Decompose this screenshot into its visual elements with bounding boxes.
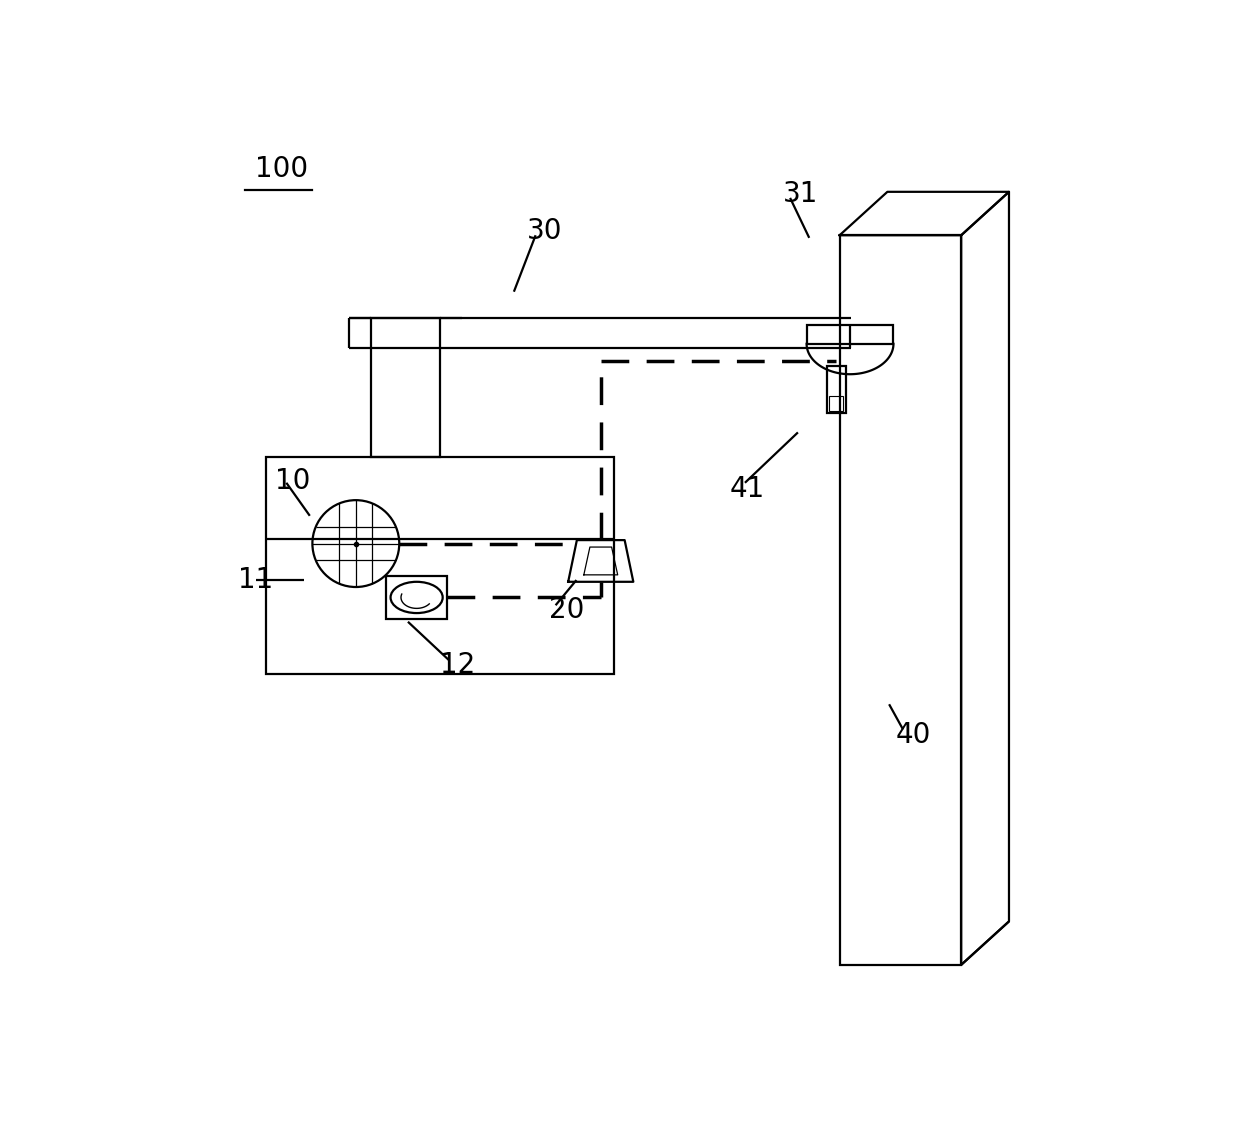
Text: 10: 10 [275, 467, 310, 495]
Bar [371, 318, 440, 457]
Text: 31: 31 [784, 179, 818, 208]
Text: 12: 12 [440, 651, 475, 679]
Text: 40: 40 [897, 721, 931, 749]
Bar [386, 575, 448, 619]
Text: 11: 11 [238, 566, 273, 594]
Text: 20: 20 [548, 597, 584, 625]
Bar [827, 365, 846, 413]
Bar [806, 325, 894, 344]
Bar [267, 457, 614, 673]
Text: 100: 100 [255, 156, 309, 183]
Text: 41: 41 [729, 475, 765, 503]
Text: 30: 30 [527, 217, 563, 245]
Bar [830, 396, 843, 411]
Bar [839, 236, 961, 964]
